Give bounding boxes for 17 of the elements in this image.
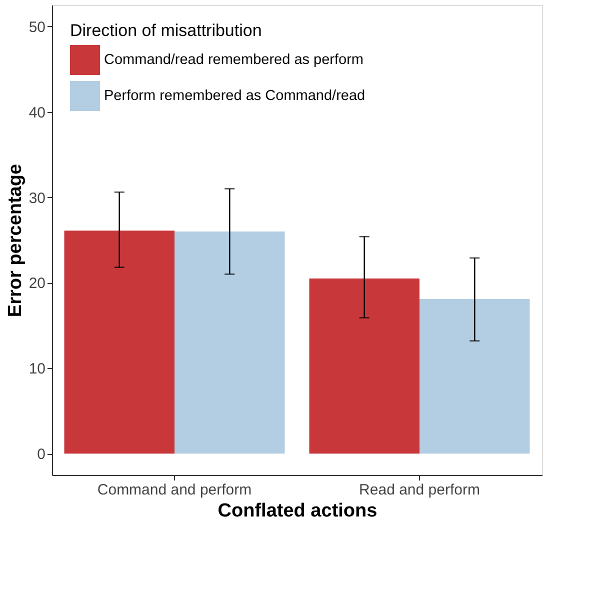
y-tick-label: 50	[28, 18, 46, 36]
y-tick-label: 0	[37, 446, 46, 464]
y-tick-label: 30	[28, 190, 46, 207]
bar	[420, 298, 530, 454]
legend-label: Command/read remembered as perform	[104, 52, 364, 68]
bar	[64, 230, 174, 454]
x-axis-title: Conflated actions	[218, 500, 378, 522]
bar	[174, 231, 285, 454]
bar	[309, 278, 420, 454]
x-tick-label: Command and perform	[97, 482, 252, 498]
x-tick-label: Read and perform	[359, 482, 480, 498]
legend-label: Perform remembered as Command/read	[104, 88, 366, 104]
legend-title: Direction of misattribution	[70, 21, 262, 40]
y-axis-title: Error percentage	[4, 164, 26, 318]
y-tick-label: 40	[28, 104, 46, 122]
y-tick-label: 20	[28, 275, 46, 292]
y-tick-label: 10	[28, 360, 46, 378]
